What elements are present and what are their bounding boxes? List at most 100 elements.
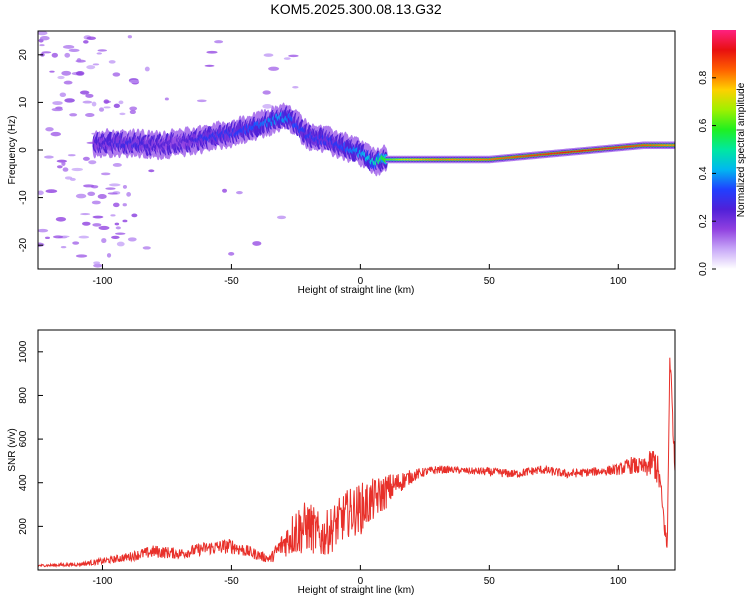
spectrogram-noise-speck: [110, 214, 116, 217]
spectrogram-noise-speck: [214, 40, 224, 44]
spectrogram-noise-speck: [78, 235, 90, 239]
spectrogram-noise-speck: [228, 251, 235, 256]
spectrogram-noise-speck: [112, 163, 122, 167]
spectrogram-noise-speck: [60, 245, 67, 249]
spectrogram-noise-speck: [82, 100, 93, 104]
spectrogram-noise-speck: [75, 193, 87, 199]
spectrogram-y-tick-label: 20: [18, 49, 29, 61]
spectrogram-noise-speck: [72, 241, 80, 245]
spectrogram-noise-speck: [83, 184, 95, 188]
spectrogram-noise-speck: [82, 221, 91, 226]
colorbar-gradient: [712, 30, 736, 269]
spectrogram-noise-speck: [41, 51, 52, 54]
spectrogram-noise-speck: [88, 160, 97, 165]
spectrogram-noise-speck: [56, 165, 63, 169]
spectrogram-noise-speck: [112, 202, 120, 208]
spectrogram-noise-speck: [96, 52, 103, 55]
spectrogram-noise-speck: [71, 167, 84, 172]
spectrogram-noise-speck: [222, 188, 228, 193]
spectrogram-heatmap: [38, 31, 675, 268]
spectrogram-noise-speck: [93, 261, 101, 265]
snr-x-tick-label: 100: [610, 576, 627, 587]
spectrogram-noise-speck: [38, 190, 44, 196]
spectrogram-noise-speck: [39, 44, 45, 47]
colorbar-tick-label: 0.0: [698, 262, 709, 276]
spectrogram-noise-speck: [101, 238, 107, 244]
spectrogram-noise-speck: [112, 72, 121, 77]
spectrogram-noise-speck: [127, 35, 132, 39]
spectrogram-noise-speck: [119, 112, 126, 116]
spectrogram-noise-speck: [38, 31, 48, 36]
snr-y-tick-label: 400: [18, 474, 29, 491]
snr-x-tick-label: -50: [224, 576, 239, 587]
spectrogram-noise-speck: [82, 156, 90, 161]
spectrogram-noise-speck: [91, 200, 101, 205]
spectrogram-noise-speck: [97, 49, 107, 52]
chart-title: KOM5.2025.300.08.13.G32: [270, 1, 441, 17]
spectrogram-noise-speck: [92, 63, 100, 66]
spectrogram-noise-speck: [196, 99, 207, 103]
spectrogram-noise-speck: [38, 242, 45, 247]
spectrogram-noise-speck: [106, 253, 112, 258]
spectrogram-noise-speck: [129, 79, 140, 84]
spectrogram-noise-speck: [292, 86, 299, 89]
spectrogram-noise-speck: [67, 154, 76, 157]
spectrogram-noise-speck: [108, 60, 116, 64]
spectrogram-noise-speck: [97, 193, 107, 199]
spectrogram-noise-speck: [75, 71, 85, 76]
spectrogram-noise-speck: [51, 52, 58, 58]
spectrogram-noise-speck: [252, 241, 262, 246]
colorbar-tick-label: 0.8: [698, 70, 709, 84]
spectrogram-x-tick-label: -50: [224, 276, 239, 287]
spectrogram-noise-speck: [262, 90, 271, 95]
spectrogram-noise-speck: [276, 215, 287, 220]
spectrogram-noise-speck: [92, 223, 102, 227]
spectrogram-y-label: Frequency (Hz): [7, 116, 18, 185]
spectrogram-noise-speck: [63, 80, 73, 85]
spectrogram-noise-speck: [283, 57, 291, 60]
spectrogram-noise-speck: [116, 241, 125, 247]
snr-frame: [37, 329, 676, 571]
spectrogram-noise-speck: [49, 70, 55, 73]
spectrogram-noise-speck: [61, 161, 66, 166]
spectrogram-x-ticks: -100 -50 0 50 100: [92, 264, 627, 287]
snr-x-label: Height of straight line (km): [298, 585, 415, 596]
spectrogram-noise-speck: [69, 113, 78, 117]
spectrogram-noise-speck: [114, 232, 126, 235]
spectrogram-noise-speck: [142, 246, 151, 250]
spectrogram-noise-speck: [115, 226, 121, 230]
spectrogram-noise-speck: [51, 107, 63, 112]
snr-x-tick-label: -100: [92, 576, 112, 587]
spectrogram-ridge-cell: [672, 144, 675, 147]
spectrogram-noise-speck: [263, 53, 274, 57]
spectrogram-y-tick-label: -10: [18, 190, 29, 205]
spectrogram-noise-speck: [75, 254, 88, 258]
spectrogram-x-tick-label: -100: [92, 276, 112, 287]
spectrogram-noise-speck: [79, 90, 90, 95]
spectrogram-noise-speck: [59, 92, 67, 97]
spectrogram-noise-speck: [85, 93, 94, 98]
colorbar-tick-label: 0.4: [698, 166, 709, 180]
spectrogram-noise-speck: [62, 45, 75, 49]
spectrogram-noise-speck: [45, 189, 58, 194]
spectrogram-noise-speck: [62, 167, 69, 172]
snr-y-tick-label: 200: [18, 518, 29, 535]
spectrogram-noise-speck: [204, 64, 215, 67]
spectrogram-noise-speck: [61, 70, 72, 76]
spectrogram-noise-speck: [52, 101, 63, 106]
spectrogram-noise-speck: [80, 213, 91, 216]
snr-x-tick-label: 50: [484, 576, 496, 587]
spectrogram-noise-speck: [114, 222, 120, 226]
spectrogram-noise-speck: [45, 127, 54, 132]
snr-y-ticks: 200 400 600 800 1000: [18, 340, 43, 535]
spectrogram-noise-speck: [38, 228, 49, 233]
spectrogram-noise-speck: [108, 183, 121, 187]
spectrogram-noise-speck: [98, 107, 105, 112]
spectrogram-x-tick-label: 0: [358, 276, 364, 287]
spectrogram-noise-speck: [93, 263, 103, 268]
spectrogram-noise-speck: [288, 54, 299, 58]
snr-y-tick-label: 800: [18, 387, 29, 404]
spectrogram-noise-speck: [118, 100, 124, 105]
